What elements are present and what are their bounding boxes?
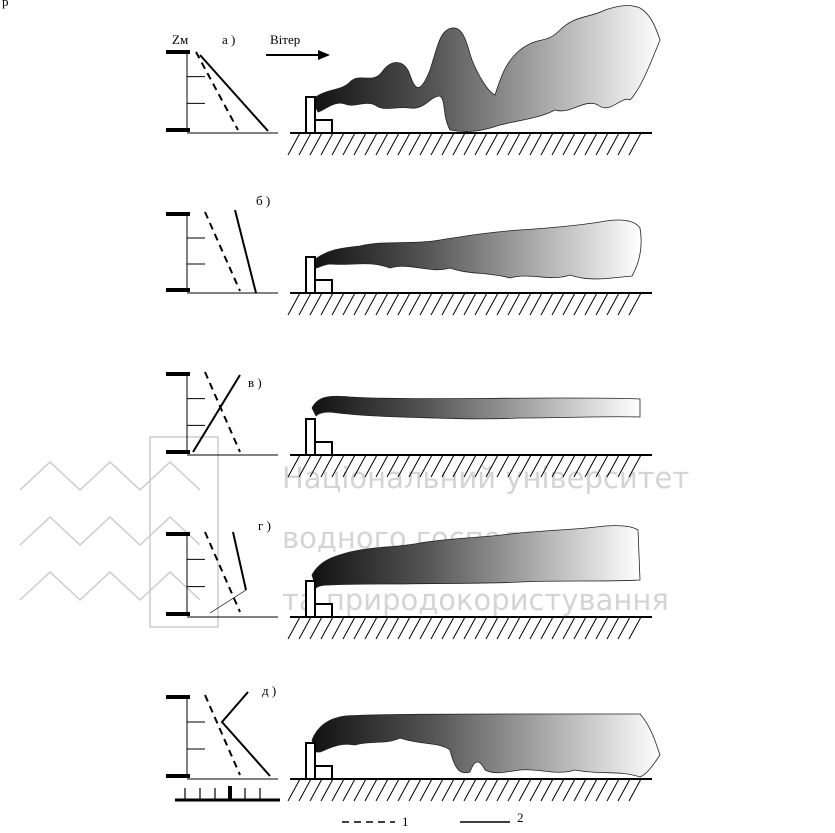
plume [312,714,660,777]
profile-solid [200,55,268,131]
cut-text: р [2,0,9,9]
panel-label: г ) [258,518,271,533]
diagram: р Національний університет водного госпо… [0,0,835,833]
building [315,766,332,779]
profile-solid [193,375,240,452]
building [315,120,332,133]
panel-label: д ) [262,683,276,698]
ground-hatch [288,133,641,155]
watermark-line: Національний університет [282,461,689,495]
wind-arrowhead [318,50,330,60]
plume [312,6,660,132]
profile-dashed [205,212,240,291]
axis-label: Zм [172,32,188,47]
panel-label: в ) [248,375,262,390]
chimney [306,257,315,293]
chimney [306,419,315,455]
profile-thin [210,590,246,613]
legend-label: 1 [402,814,409,829]
wind-label: Вітер [270,32,300,47]
building [315,280,332,293]
scale-ticks [185,786,260,800]
profile-solid [222,692,270,776]
panel: б ) [166,193,652,315]
chimney [306,743,315,779]
chimney [306,97,315,133]
profile-solid [233,532,246,590]
profile-solid [235,210,256,293]
chimney [306,581,315,617]
panel: д ) [166,683,660,801]
building [315,442,332,455]
plume [312,396,640,419]
legend-label: 2 [517,810,524,825]
ground-hatch [288,293,641,315]
panel-label: а ) [222,32,235,47]
watermark-line: та природокористування [282,583,669,617]
panel-label: б ) [256,193,270,208]
ground-hatch [288,617,641,639]
plume [312,220,641,279]
panel: а ) [166,6,660,155]
ground-hatch [288,779,641,801]
building [315,604,332,617]
